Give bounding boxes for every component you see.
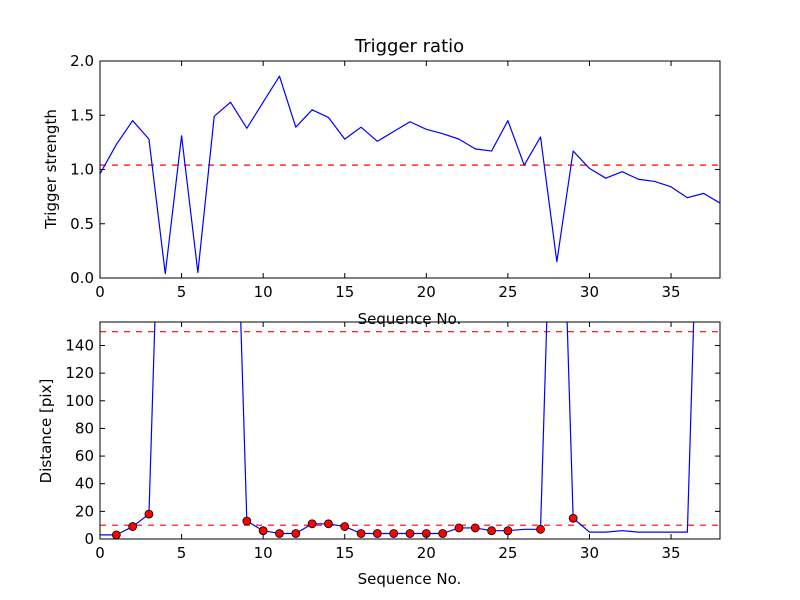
top-x-tick-label: 35 bbox=[662, 283, 681, 301]
bottom-y-tick-label: 60 bbox=[75, 447, 94, 465]
top-x-axis-label: Sequence No. bbox=[358, 310, 462, 328]
bottom-marker-point bbox=[258, 526, 268, 536]
top-x-tick-label: 10 bbox=[254, 283, 273, 301]
bottom-x-tick-label: 15 bbox=[335, 544, 354, 562]
bottom-marker-point bbox=[356, 529, 366, 538]
bottom-series-line-0 bbox=[100, 322, 695, 536]
bottom-marker-point bbox=[275, 529, 284, 538]
bottom-marker-point bbox=[438, 529, 448, 538]
bottom-x-tick-label: 30 bbox=[580, 544, 599, 562]
bottom-y-tick-label: 80 bbox=[75, 419, 94, 437]
top-chart-title: Trigger ratio bbox=[354, 36, 464, 57]
distance-axes: Sequence No. Distance [pix] 0 5 10 15 20 25 30… bbox=[37, 321, 721, 588]
top-x-tick-label: 30 bbox=[580, 283, 599, 301]
bottom-x-tick-label: 20 bbox=[417, 544, 436, 562]
top-x-tick-label: 20 bbox=[417, 283, 436, 301]
top-y-tick-label: 1.0 bbox=[70, 161, 94, 179]
bottom-marker-point bbox=[487, 526, 496, 536]
bottom-x-tick-label: 10 bbox=[254, 544, 273, 562]
bottom-x-tick-label: 35 bbox=[662, 544, 681, 562]
top-y-tick-label: 1.5 bbox=[70, 106, 94, 124]
bottom-marker-point bbox=[568, 513, 578, 523]
bottom-x-tick-label: 25 bbox=[498, 544, 517, 562]
bottom-marker-point bbox=[389, 529, 399, 538]
top-y-tick-label: 0.5 bbox=[70, 215, 94, 233]
bottom-marker-point bbox=[503, 526, 513, 536]
bottom-y-tick-label: 0 bbox=[84, 530, 94, 548]
top-x-tick-label: 0 bbox=[95, 283, 105, 301]
top-y-tick-label: 2.0 bbox=[70, 52, 94, 70]
top-x-tick-label: 15 bbox=[335, 283, 354, 301]
top-axes-frame bbox=[99, 60, 721, 279]
top-y-axis-label: Trigger strength bbox=[42, 109, 60, 230]
bottom-x-axis-label: Sequence No. bbox=[358, 570, 462, 588]
bottom-y-tick-label: 120 bbox=[65, 364, 94, 382]
trigger-ratio-axes: Trigger ratio Sequence No. Trigger stren… bbox=[42, 36, 721, 328]
bottom-marker-point bbox=[470, 523, 480, 533]
top-series-line-0 bbox=[100, 75, 720, 275]
bottom-x-tick-label: 5 bbox=[177, 544, 187, 562]
bottom-marker-point bbox=[324, 519, 333, 529]
bottom-marker-point bbox=[242, 516, 252, 526]
bottom-x-tick-label: 0 bbox=[95, 544, 105, 562]
bottom-marker-point bbox=[340, 522, 350, 531]
bottom-marker-point bbox=[372, 529, 382, 538]
bottom-marker-point bbox=[291, 529, 301, 538]
bottom-marker-point bbox=[405, 529, 415, 538]
bottom-marker-point bbox=[144, 509, 154, 519]
bottom-marker-point bbox=[307, 519, 317, 529]
bottom-marker-point bbox=[454, 523, 464, 533]
top-x-tick-label: 25 bbox=[498, 283, 517, 301]
bottom-axes-frame bbox=[99, 321, 721, 540]
bottom-y-tick-label: 20 bbox=[75, 502, 94, 520]
bottom-y-tick-label: 100 bbox=[65, 392, 94, 410]
bottom-y-tick-label: 40 bbox=[75, 475, 94, 493]
bottom-y-axis-label: Distance [pix] bbox=[37, 379, 55, 484]
top-y-tick-label: 0.0 bbox=[70, 269, 94, 287]
bottom-marker-point bbox=[111, 530, 121, 539]
bottom-marker-point bbox=[536, 524, 545, 534]
bottom-y-tick-label: 140 bbox=[65, 336, 94, 354]
top-x-tick-label: 5 bbox=[177, 283, 187, 301]
bottom-marker-point bbox=[128, 522, 138, 531]
